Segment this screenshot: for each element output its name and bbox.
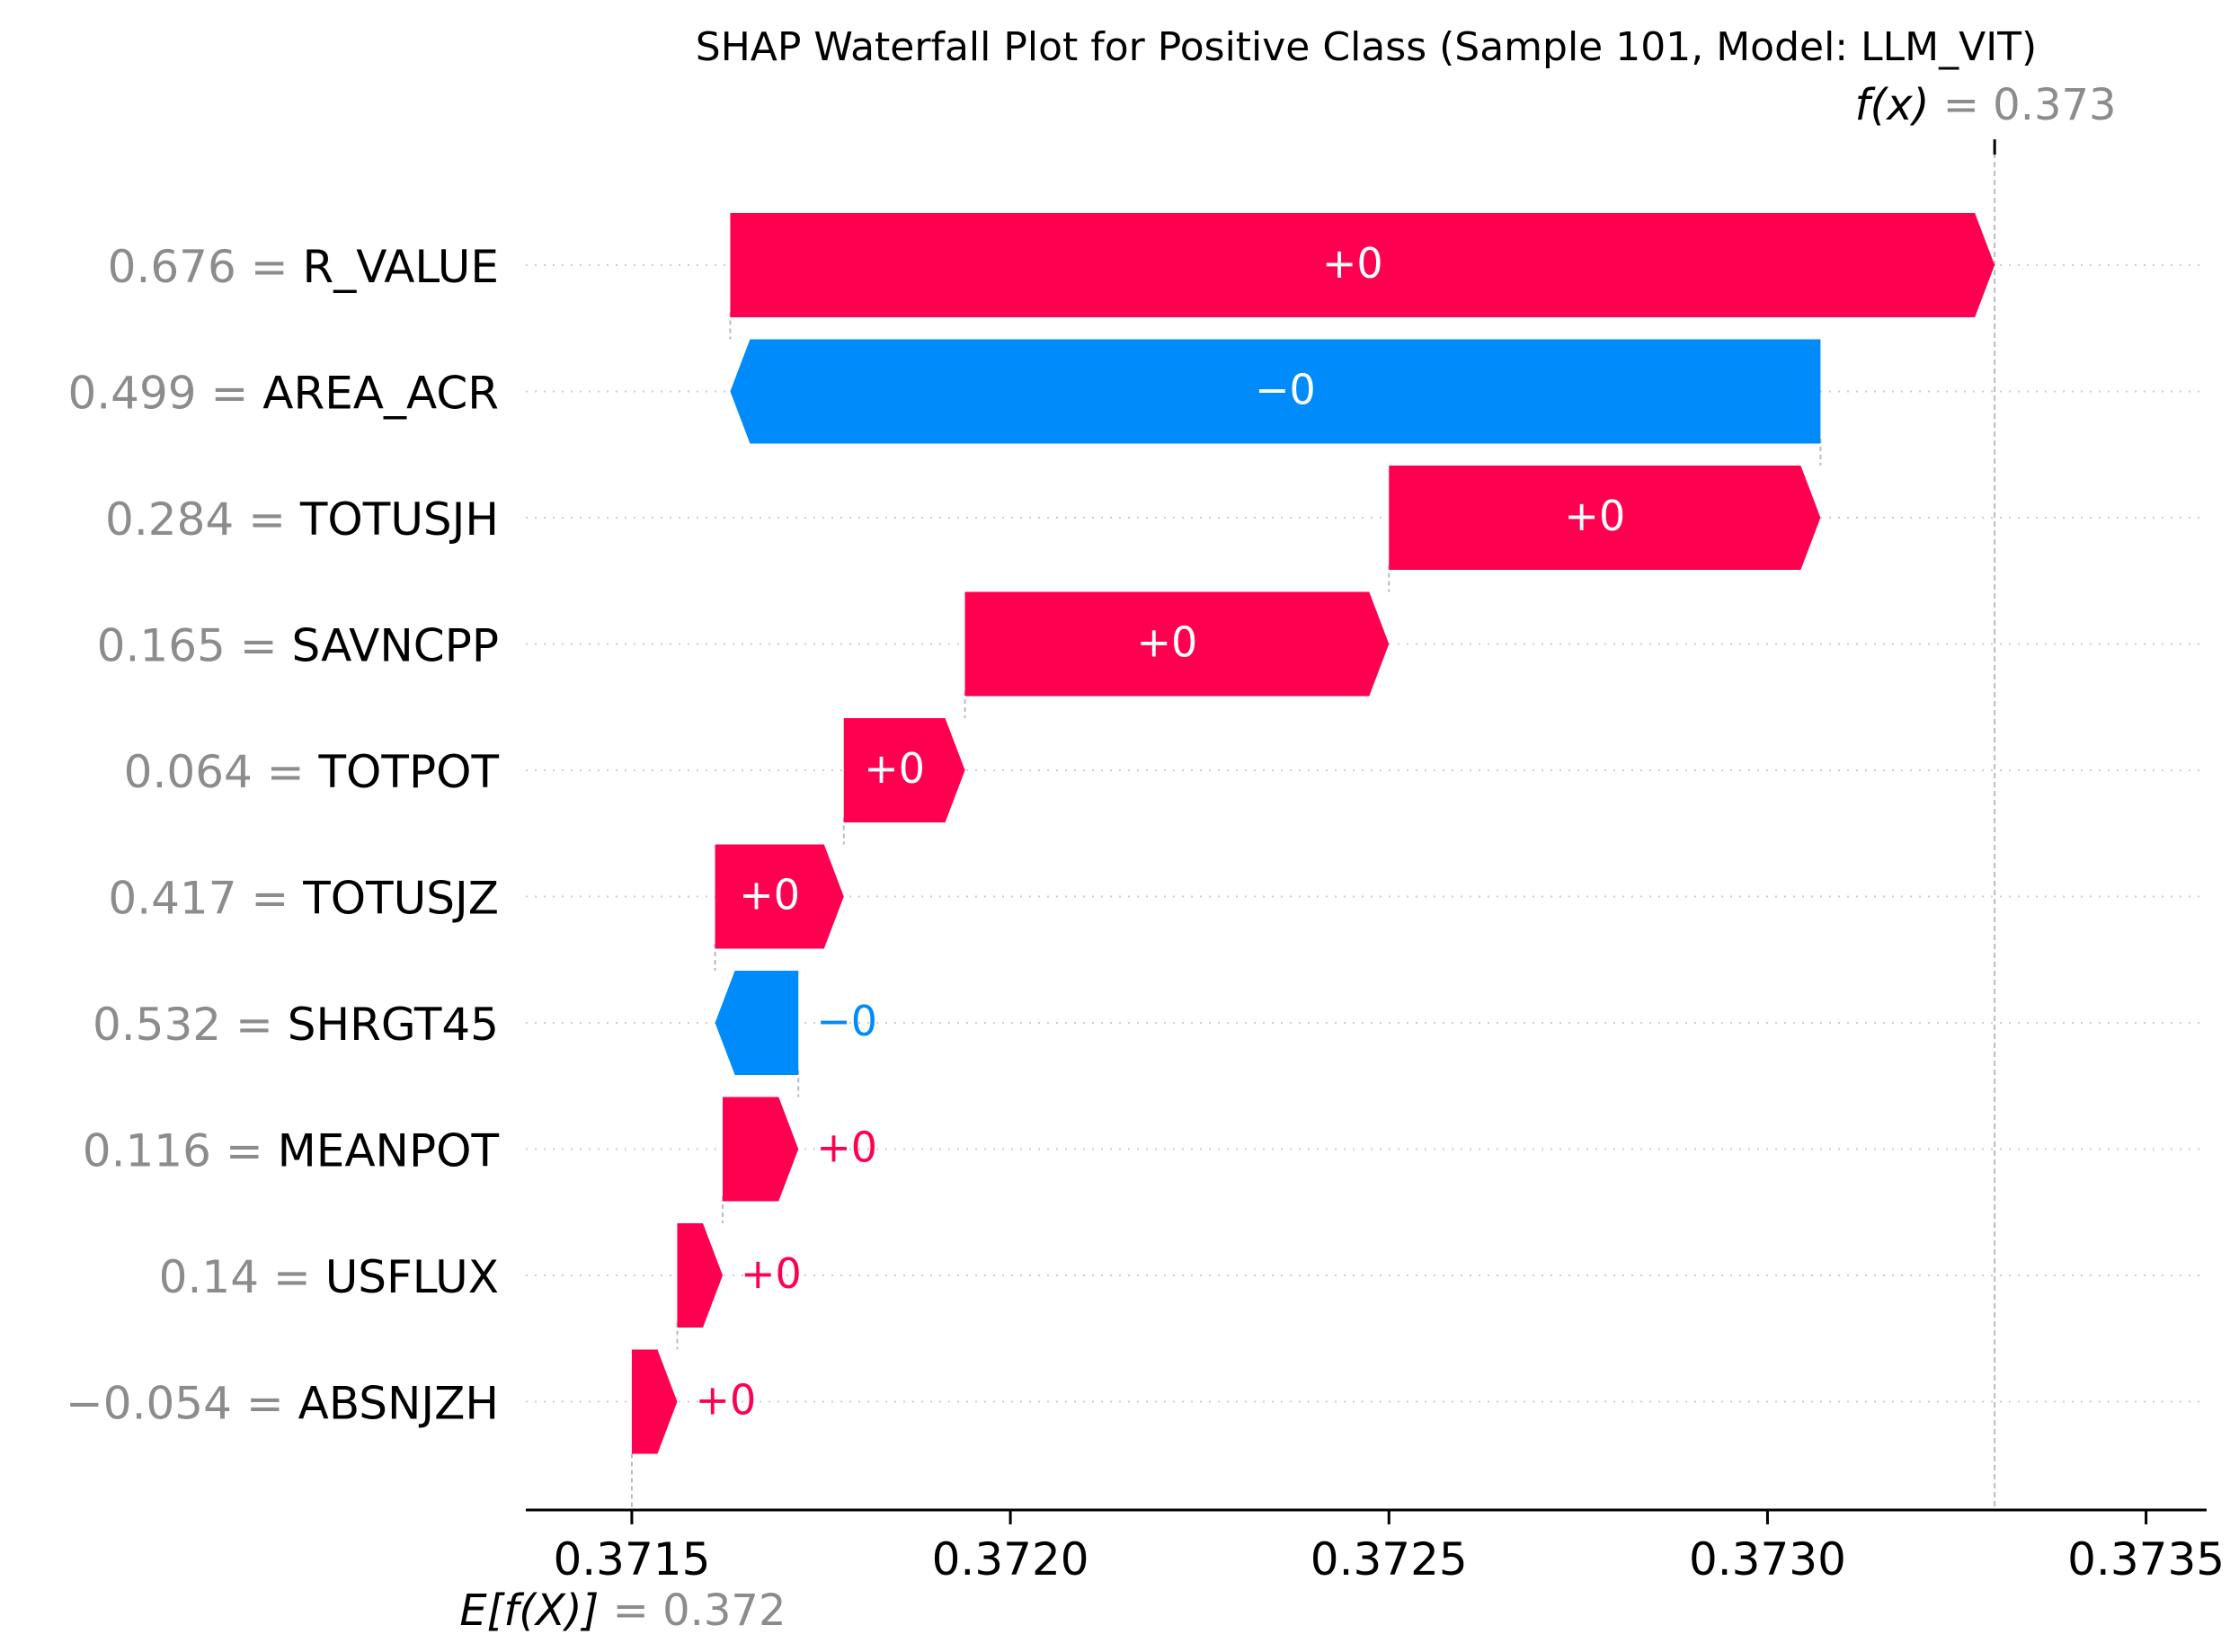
feature-value: 0.064 [124,746,253,798]
waterfall-bar-area-acr [730,339,1821,444]
x-tick-label: 0.3715 [553,1533,710,1585]
feature-label: 0.284 = TOTUSJH [105,493,499,546]
fx-annotation: f(x) = 0.373 [1855,80,2117,130]
feature-label: 0.14 = USFLUX [159,1251,499,1303]
feature-name: TOTPOT [318,746,500,798]
feature-name: TOTUSJZ [302,873,499,925]
chart-title: SHAP Waterfall Plot for Positive Class (… [696,24,2037,70]
bar-value-label: +0 [1322,239,1383,288]
feature-name: TOTUSJH [299,493,499,546]
feature-label: 0.532 = SHRGT45 [93,999,499,1051]
bar-value-label: +0 [739,871,800,919]
bar-value-label: +0 [741,1249,802,1298]
feature-value: 0.417 [108,873,236,925]
feature-name: SHRGT45 [288,999,499,1051]
fx-value: 0.373 [1993,80,2116,130]
feature-value: 0.284 [105,493,234,546]
equals-sign: = [197,368,263,420]
feature-value: 0.532 [93,999,221,1051]
equals-sign: = [226,620,292,672]
fx-label: f(x) = 0.373 [1855,80,2117,130]
feature-name: AREA_ACR [262,368,499,420]
feature-name: MEANPOT [278,1125,500,1177]
feature-name: R_VALUE [302,241,499,293]
feature-value: −0.054 [66,1378,232,1430]
bar-value-label: +0 [816,1124,877,1172]
fx-equals: = [1929,80,1993,130]
bar-value-label: +0 [864,744,925,793]
feature-name: SAVNCPP [292,620,500,672]
efx-annotation: E[f(X)] = 0.372 [459,1585,786,1636]
feature-label: 0.676 = R_VALUE [108,241,499,293]
waterfall-bar-savncpp [964,591,1390,697]
feature-bars: +0 −0 +0 +0 +0 +0 −0 +0 +0 +0 [631,213,1995,1454]
feature-name: ABSNJZH [298,1378,499,1430]
x-tick-label: 0.3720 [932,1533,1089,1585]
equals-sign: = [237,873,304,925]
x-tick-label: 0.3730 [1689,1533,1846,1585]
feature-value: 0.676 [108,241,236,293]
efx-equals: = [599,1585,662,1636]
x-tick-label: 0.3725 [1310,1533,1468,1585]
bar-value-label: +0 [1564,492,1625,540]
feature-name: USFLUX [325,1251,499,1303]
fx-symbol: f(x) [1855,80,1930,130]
equals-sign: = [211,1125,278,1177]
waterfall-bar-absnjzh [631,1349,678,1454]
waterfall-bar-usflux [677,1223,724,1328]
feature-labels: 0.676 = R_VALUE 0.499 = AREA_ACR 0.284 = T… [66,241,500,1430]
feature-value: 0.14 [159,1251,259,1303]
equals-sign: = [232,1378,298,1430]
x-tick-label: 0.3735 [2067,1533,2225,1585]
bar-value-label: +0 [1137,618,1198,667]
waterfall-bar-totusjz [715,844,844,949]
x-axis: 0.3715 0.3720 0.3725 0.3730 0.3735 [526,1508,2225,1585]
equals-sign: = [234,493,300,546]
feature-value: 0.165 [97,620,226,672]
equals-sign: = [253,746,319,798]
waterfall-bar-totusjh [1389,466,1821,570]
efx-label: E[f(X)] = 0.372 [459,1585,786,1636]
feature-label: 0.116 = MEANPOT [83,1125,500,1177]
feature-label: 0.499 = AREA_ACR [67,368,499,420]
bar-value-label: +0 [695,1376,756,1425]
waterfall-bar-totpot [843,718,965,822]
waterfall-bar-meanpot [723,1097,799,1202]
equals-sign: = [221,999,288,1051]
equals-sign: = [236,241,303,293]
efx-value: 0.372 [662,1585,786,1636]
feature-label: 0.165 = SAVNCPP [97,620,499,672]
feature-value: 0.116 [83,1125,211,1177]
feature-label: 0.417 = TOTUSJZ [108,873,499,925]
feature-value: 0.499 [67,368,196,420]
waterfall-bar-shrgt45 [715,971,799,1075]
equals-sign: = [259,1251,325,1303]
waterfall-bar-r-value [730,213,1995,317]
feature-label: 0.064 = TOTPOT [124,746,500,798]
efx-symbol: E[f(X)] [459,1585,599,1636]
bar-value-label: −0 [1255,366,1316,414]
bar-value-label: −0 [816,997,877,1045]
feature-label: −0.054 = ABSNJZH [66,1378,499,1430]
